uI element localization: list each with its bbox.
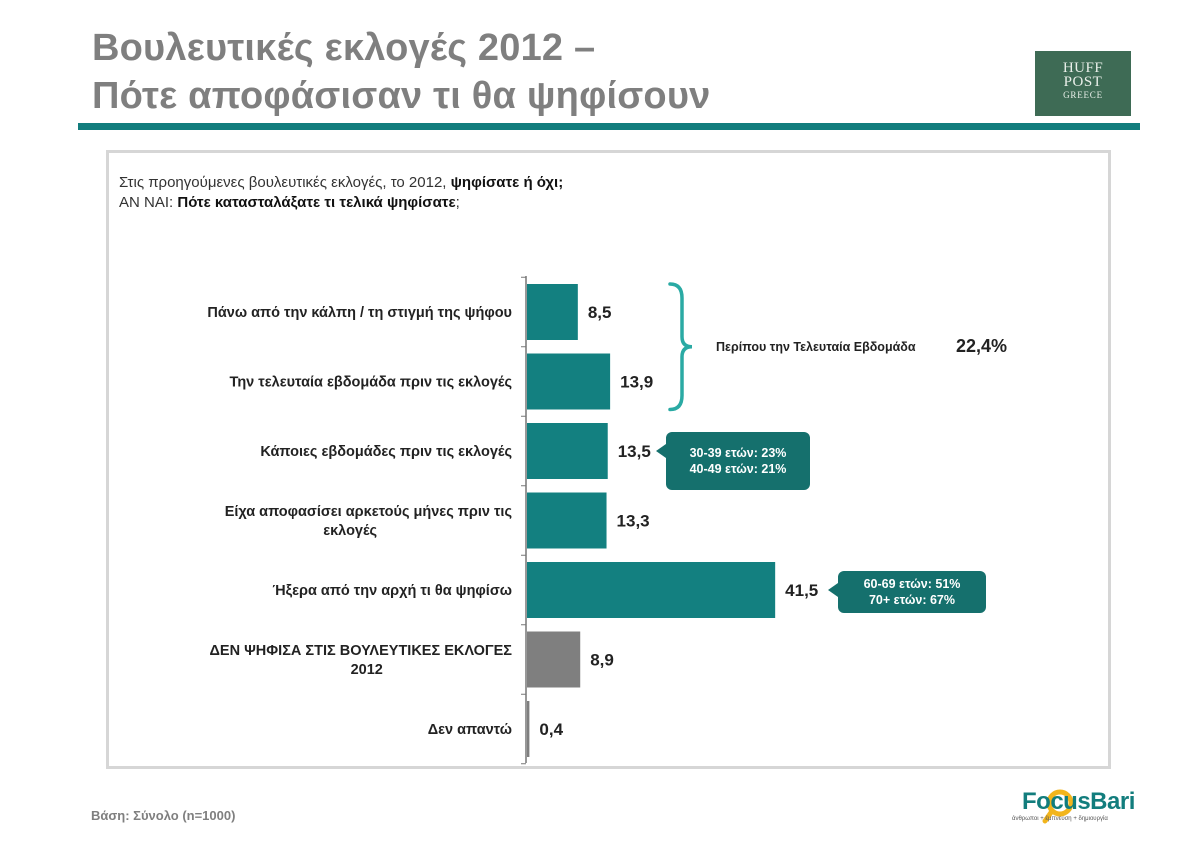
category-label: 2012 [351,662,383,678]
logo-line-1: HUFF [1062,60,1104,76]
question-line-1-text: Στις προηγούμενες βουλευτικές εκλογές, τ… [119,174,451,191]
callout-pointer [656,444,666,458]
bar [527,492,607,549]
bracket-label: Περίπου την Τελευταία Εβδομάδα [716,340,916,354]
brace-icon [668,282,693,412]
chart-panel [106,150,1111,769]
category-label: Πάνω από την κάλπη / τη στιγμή της ψήφου [207,305,512,321]
bar-value-label: 13,9 [620,373,653,392]
page-title: Βουλευτικές εκλογές 2012 – Πότε αποφάσισ… [92,24,710,120]
focusbari-tagline: άνθρωποι + έμπνευση + δημιουργία [1012,816,1108,822]
question-line-2-end: ; [455,194,460,211]
logo-line-2: POST [1063,74,1103,90]
category-label: εκλογές [323,523,377,539]
category-label: Είχα αποφασίσει αρκετούς μήνες πριν τις [225,504,512,520]
bar-value-label: 8,9 [590,651,614,670]
callout-text: 40-49 ετών: 21% [690,462,787,476]
bar [527,423,608,479]
bar-value-label: 13,5 [618,442,651,461]
bar [527,284,578,340]
bar-value-label: 13,3 [617,512,650,531]
callout-text: 70+ ετών: 67% [869,593,955,607]
focusbari-magnifier-icon [1042,789,1074,824]
category-label: Ήξερα από την αρχή τι θα ψηφίσω [273,583,512,599]
question-line-1-bold: ψηφίσατε ή όχι; [450,174,564,191]
callout-box [666,432,810,490]
bracket-value: 22,4% [956,336,1007,356]
question-line-1: Στις προηγούμενες βουλευτικές εκλογές, τ… [119,173,563,193]
sample-base-note: Βάση: Σύνολο (n=1000) [91,808,236,823]
bar [527,353,611,410]
question-line-2-prefix: ΑΝ ΝΑΙ: [119,194,178,211]
bar [527,631,581,688]
category-label: Κάποιες εβδομάδες πριν τις εκλογές [260,444,512,460]
category-label: Δεν απαντώ [428,722,512,738]
callout-text: 30-39 ετών: 23% [690,446,787,460]
bar-value-label: 41,5 [785,581,818,600]
question-line-2-bold: Πότε κατασταλάξατε τι τελικά ψηφίσατε [177,194,456,211]
question-line-2: ΑΝ ΝΑΙ: Πότε κατασταλάξατε τι τελικά ψηφ… [119,193,563,213]
callout-pointer [828,583,838,597]
callout-text: 60-69 ετών: 51% [864,577,961,591]
callout-box [838,571,986,613]
bar-value-label: 0,4 [539,720,563,739]
header-divider [78,123,1140,130]
title-line-1: Βουλευτικές εκλογές 2012 – [92,27,596,69]
title-line-2: Πότε αποφάσισαν τι θα ψηφίσουν [92,75,711,117]
bar-value-label: 8,5 [588,303,612,322]
category-label: ΔΕΝ ΨΗΦΙΣΑ ΣΤΙΣ ΒΟΥΛΕΥΤΙΚΕΣ ΕΚΛΟΓΕΣ [209,643,512,659]
bar [527,562,776,618]
category-label: Την τελευταία εβδομάδα πριν τις εκλογές [230,375,512,391]
survey-question: Στις προηγούμενες βουλευτικές εκλογές, τ… [119,173,563,213]
bar [527,701,530,757]
focusbari-brand-name: FocusBari [1022,788,1135,815]
logo-line-3: GREECE [1063,90,1103,100]
huffpost-greece-logo: HUFF POST GREECE [1035,51,1131,116]
